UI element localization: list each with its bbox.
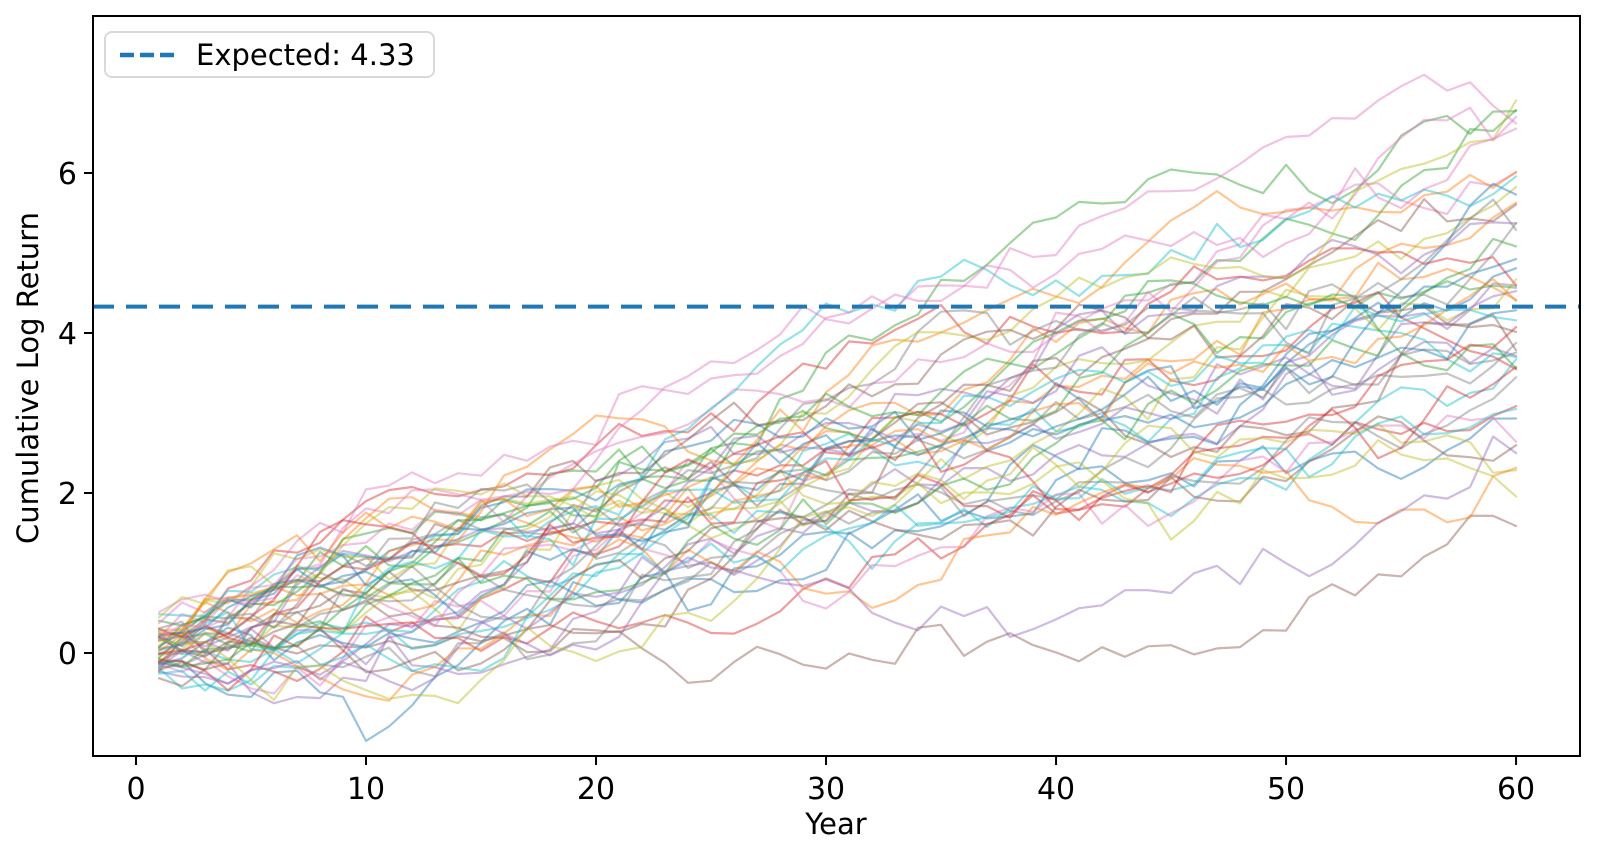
legend-label: Expected: 4.33 [196,37,415,72]
x-tick-label: 50 [1267,772,1305,807]
axis-ticks [84,172,1518,765]
simulation-path [157,171,1518,695]
simulation-path [157,422,1518,647]
simulation-path [157,405,1518,692]
simulation-path [157,309,1518,649]
simulation-path [157,73,1518,614]
simulation-path [157,358,1518,664]
simulation-path [157,182,1518,667]
simulation-path [157,221,1518,669]
simulation-path [157,201,1518,632]
simulation-path [157,290,1518,683]
simulation-path [157,170,1518,643]
simulation-path [157,305,1518,665]
simulation-path [157,290,1518,685]
simulation-path [157,221,1518,648]
axis-tick-labels: 0 10 20 30 40 50 60 0 2 4 6 [58,157,1535,807]
simulation-path [157,322,1518,692]
axes-spines [92,15,1581,757]
simulation-path [157,198,1518,654]
x-tick-label: 0 [126,772,145,807]
dashed-line-icon [120,52,178,57]
simulation-path [157,340,1518,705]
simulation-path [157,282,1518,666]
y-axis-title: Cumulative Log Return [11,212,45,544]
simulation-path [157,109,1518,627]
simulation-path [157,407,1518,692]
simulation-path [157,376,1518,655]
simulation-path [157,341,1518,656]
simulation-path [157,365,1518,651]
y-tick-label: 6 [58,157,77,192]
simulation-path [157,456,1518,702]
y-tick-label: 0 [58,637,77,672]
simulation-path [157,348,1518,678]
simulation-path [157,185,1518,660]
simulation-path [157,278,1518,656]
simulation-path [157,247,1518,665]
simulation-path [157,417,1518,743]
simulation-path [157,414,1518,628]
x-tick-label: 10 [347,772,385,807]
simulation-path [157,237,1518,649]
x-tick-label: 40 [1037,772,1075,807]
simulation-path [157,108,1518,659]
simulation-path [157,277,1518,637]
simulation-path [157,267,1518,648]
y-tick-label: 4 [58,317,77,352]
simulation-path [157,127,1518,641]
simulation-path [157,326,1518,655]
simulation-path [157,198,1518,688]
simulation-path [157,435,1518,692]
x-axis-title: Year [805,807,867,841]
legend: Expected: 4.33 [104,31,435,78]
x-tick-label: 20 [577,772,615,807]
simulation-path [157,258,1518,637]
simulation-path [157,313,1518,672]
simulation-path [157,280,1518,668]
simulation-path [157,439,1518,705]
y-tick-label: 2 [58,477,77,512]
simulation-path [157,99,1518,619]
x-tick-label: 30 [807,772,845,807]
simulation-path [157,279,1518,668]
simulation-path [157,106,1518,640]
simulation-path [157,415,1518,674]
simulation-paths [157,73,1518,743]
simulation-path [157,514,1518,684]
x-tick-label: 60 [1497,772,1535,807]
